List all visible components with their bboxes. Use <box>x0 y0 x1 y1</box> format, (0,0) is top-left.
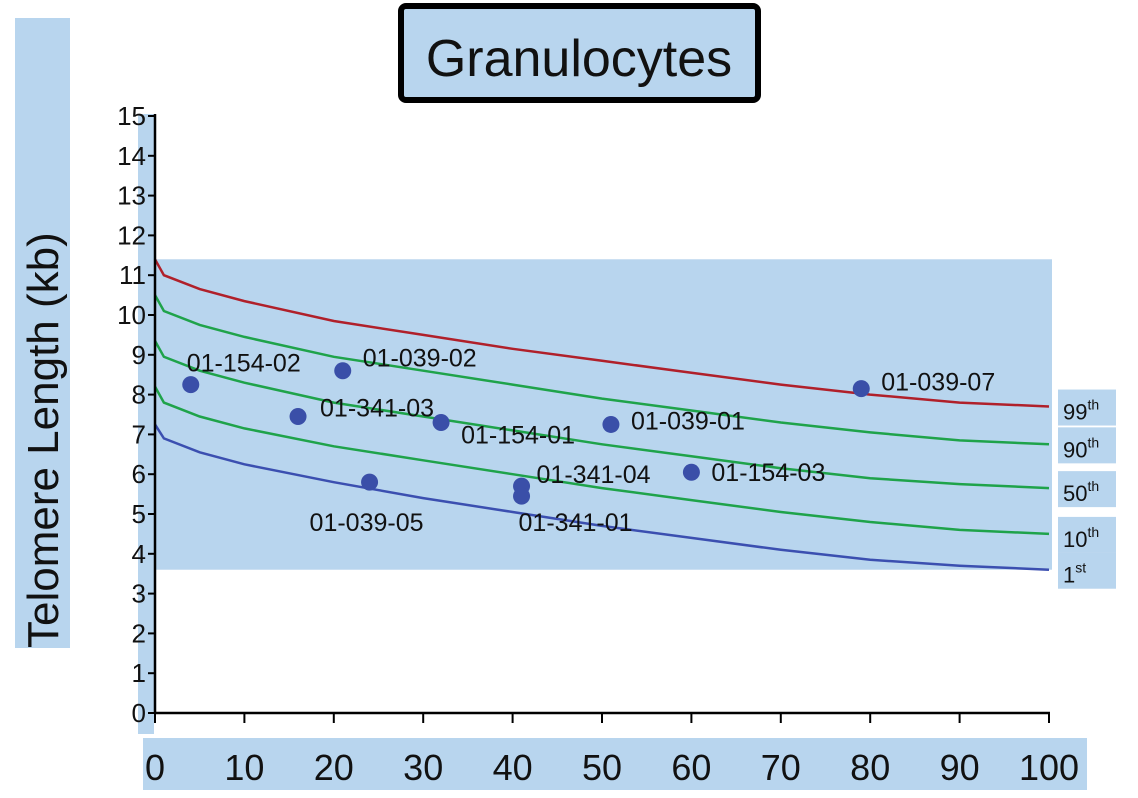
y-tick-label: 13 <box>117 181 146 211</box>
ylabel-background <box>15 18 70 648</box>
percentile-label-90th: 90th <box>1063 434 1099 462</box>
curve-50th <box>153 340 1050 490</box>
percentile-label-background <box>1058 427 1116 464</box>
data-point <box>361 473 379 491</box>
x-tick-label: 60 <box>671 747 711 788</box>
y-tick-label: 10 <box>117 300 146 330</box>
y-tick-label: 4 <box>132 539 146 569</box>
y-tick-label: 9 <box>132 340 146 370</box>
percentile-label-10th: 10th <box>1063 524 1099 552</box>
data-point <box>852 380 870 398</box>
x-tick-label: 40 <box>493 747 533 788</box>
x-tick-label: 0 <box>145 747 165 788</box>
xtick-background <box>143 738 1087 790</box>
x-tick-label: 80 <box>850 747 890 788</box>
y-tick-label: 8 <box>132 380 146 410</box>
point-label: 01-341-03 <box>320 394 434 422</box>
data-point <box>432 413 450 431</box>
x-tick-label: 10 <box>224 747 264 788</box>
x-tick-label: 50 <box>582 747 622 788</box>
percentile-label-50th: 50th <box>1063 478 1099 506</box>
point-label: 01-154-01 <box>461 421 575 449</box>
y-tick-label: 12 <box>117 220 146 250</box>
percentile-label-99th: 99th <box>1063 397 1099 425</box>
point-label: 01-039-05 <box>310 509 424 537</box>
data-point <box>602 415 620 433</box>
point-label: 01-154-03 <box>711 459 825 487</box>
percentile-label-background <box>1058 552 1116 589</box>
y-tick-label: 6 <box>132 459 146 489</box>
y-tick-label: 0 <box>132 698 146 728</box>
data-points: 01-154-02 01-039-02 01-341-03 01-154-01 01-0… <box>182 345 995 537</box>
chart-title: Granulocytes <box>426 30 732 88</box>
y-tick-label: 2 <box>132 618 146 648</box>
data-point <box>334 362 352 380</box>
y-tick-label: 7 <box>132 419 146 449</box>
percentile-label-1st: 1st <box>1063 560 1086 588</box>
ytick-background <box>138 114 154 734</box>
curve-99th <box>153 258 1050 408</box>
y-tick-label: 15 <box>117 101 146 131</box>
percentile-label-background <box>1058 516 1116 553</box>
x-tick-label: 100 <box>1019 747 1079 788</box>
data-point <box>513 487 531 505</box>
x-tick-label: 90 <box>940 747 980 788</box>
point-label: 01-039-01 <box>631 407 745 435</box>
curve-10th <box>153 385 1050 536</box>
point-label: 01-039-07 <box>881 369 995 397</box>
y-axis-label: Telomere Length (kb) <box>19 232 68 648</box>
y-tick-label: 1 <box>132 658 146 688</box>
y-tick-label: 11 <box>119 260 146 290</box>
x-tick-label: 70 <box>761 747 801 788</box>
x-tick-label: 30 <box>403 747 443 788</box>
curve-1st <box>153 423 1050 571</box>
x-tick-label: 20 <box>314 747 354 788</box>
title-box <box>398 3 761 103</box>
point-label: 01-039-02 <box>363 345 477 373</box>
percentile-labels: 99th 90th 50th 10th 1st <box>1058 389 1116 589</box>
y-tick-label: 3 <box>132 579 146 609</box>
data-point <box>182 376 200 394</box>
curve-90th <box>153 294 1050 446</box>
percentile-label-background <box>1058 471 1116 508</box>
point-label: 01-154-02 <box>187 350 301 378</box>
point-label: 01-341-01 <box>519 509 633 537</box>
y-tick-label: 5 <box>132 499 146 529</box>
percentile-curves <box>153 258 1050 571</box>
y-tick-label: 14 <box>117 141 146 171</box>
data-point <box>682 463 700 481</box>
point-label: 01-341-04 <box>537 461 651 489</box>
percentile-label-background <box>1058 389 1116 426</box>
data-point <box>289 407 307 425</box>
